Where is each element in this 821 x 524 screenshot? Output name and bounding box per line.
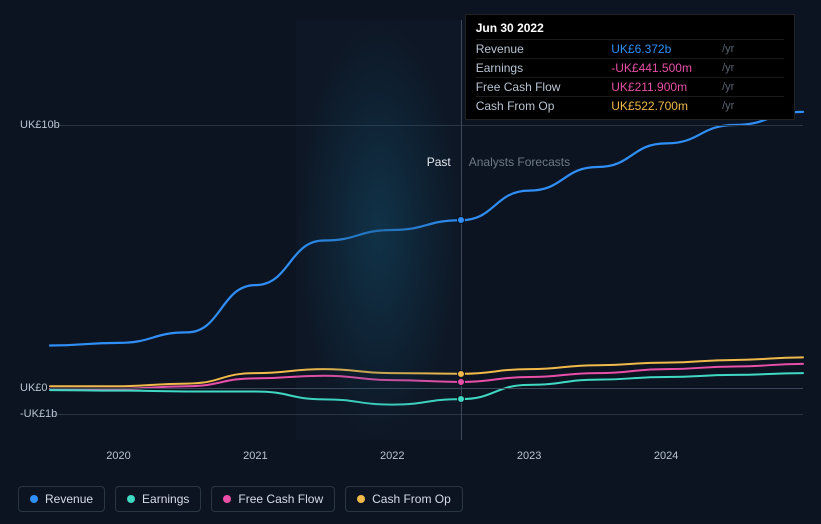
- legend-dot-icon: [223, 495, 231, 503]
- gridline: [50, 125, 803, 126]
- marker-revenue: [457, 216, 465, 224]
- tooltip-row-unit: /yr: [722, 97, 784, 116]
- tooltip-table: Revenue UK£6.372b /yr Earnings -UK£441.5…: [476, 39, 784, 115]
- x-axis-label: 2022: [380, 450, 404, 462]
- legend-dot-icon: [30, 495, 38, 503]
- series-revenue: [50, 112, 803, 346]
- tooltip-row-value: -UK£441.500m: [611, 59, 722, 78]
- legend-dot-icon: [127, 495, 135, 503]
- legend-label: Cash From Op: [372, 492, 451, 506]
- plot-area[interactable]: -UK£1bUK£0UK£10bPastAnalysts Forecasts20…: [50, 20, 803, 440]
- gridline: [50, 414, 803, 415]
- tooltip-row-value: UK£6.372b: [611, 40, 722, 59]
- legend-dot-icon: [357, 495, 365, 503]
- chart-legend: Revenue Earnings Free Cash Flow Cash Fro…: [18, 486, 463, 512]
- tooltip-date: Jun 30 2022: [476, 21, 784, 39]
- forecast-label: Analysts Forecasts: [469, 155, 570, 169]
- tooltip-row-unit: /yr: [722, 59, 784, 78]
- legend-item-cash_from_op[interactable]: Cash From Op: [345, 486, 463, 512]
- financials-chart: -UK£1b UK£0 UK£10b Past Analysts Forecasts 20…: [18, 20, 803, 480]
- marker-cash_from_op: [457, 370, 465, 378]
- tooltip-row-label: Free Cash Flow: [476, 78, 612, 97]
- gridline: [50, 388, 803, 389]
- marker-earnings: [457, 395, 465, 403]
- tooltip-row-value: UK£522.700m: [611, 97, 722, 116]
- legend-label: Revenue: [45, 492, 93, 506]
- tooltip-row-label: Revenue: [476, 40, 612, 59]
- past-label: Past: [427, 155, 451, 169]
- tooltip-row-label: Cash From Op: [476, 97, 612, 116]
- legend-item-free_cash_flow[interactable]: Free Cash Flow: [211, 486, 335, 512]
- tooltip-row-value: UK£211.900m: [611, 78, 722, 97]
- tooltip-row-unit: /yr: [722, 78, 784, 97]
- series-earnings: [50, 373, 803, 405]
- x-axis-label: 2021: [243, 450, 267, 462]
- legend-label: Free Cash Flow: [238, 492, 323, 506]
- marker-free_cash_flow: [457, 378, 465, 386]
- tooltip-row-label: Earnings: [476, 59, 612, 78]
- legend-label: Earnings: [142, 492, 189, 506]
- y-axis-label: UK£10b: [20, 119, 60, 131]
- legend-item-revenue[interactable]: Revenue: [18, 486, 105, 512]
- legend-item-earnings[interactable]: Earnings: [115, 486, 201, 512]
- tooltip-row-unit: /yr: [722, 40, 784, 59]
- x-axis-label: 2024: [654, 450, 678, 462]
- y-axis-label: UK£0: [20, 382, 48, 394]
- x-axis-label: 2023: [517, 450, 541, 462]
- y-axis-label: -UK£1b: [20, 408, 57, 420]
- x-axis-label: 2020: [106, 450, 130, 462]
- chart-tooltip: Jun 30 2022 Revenue UK£6.372b /yr Earnin…: [465, 14, 795, 120]
